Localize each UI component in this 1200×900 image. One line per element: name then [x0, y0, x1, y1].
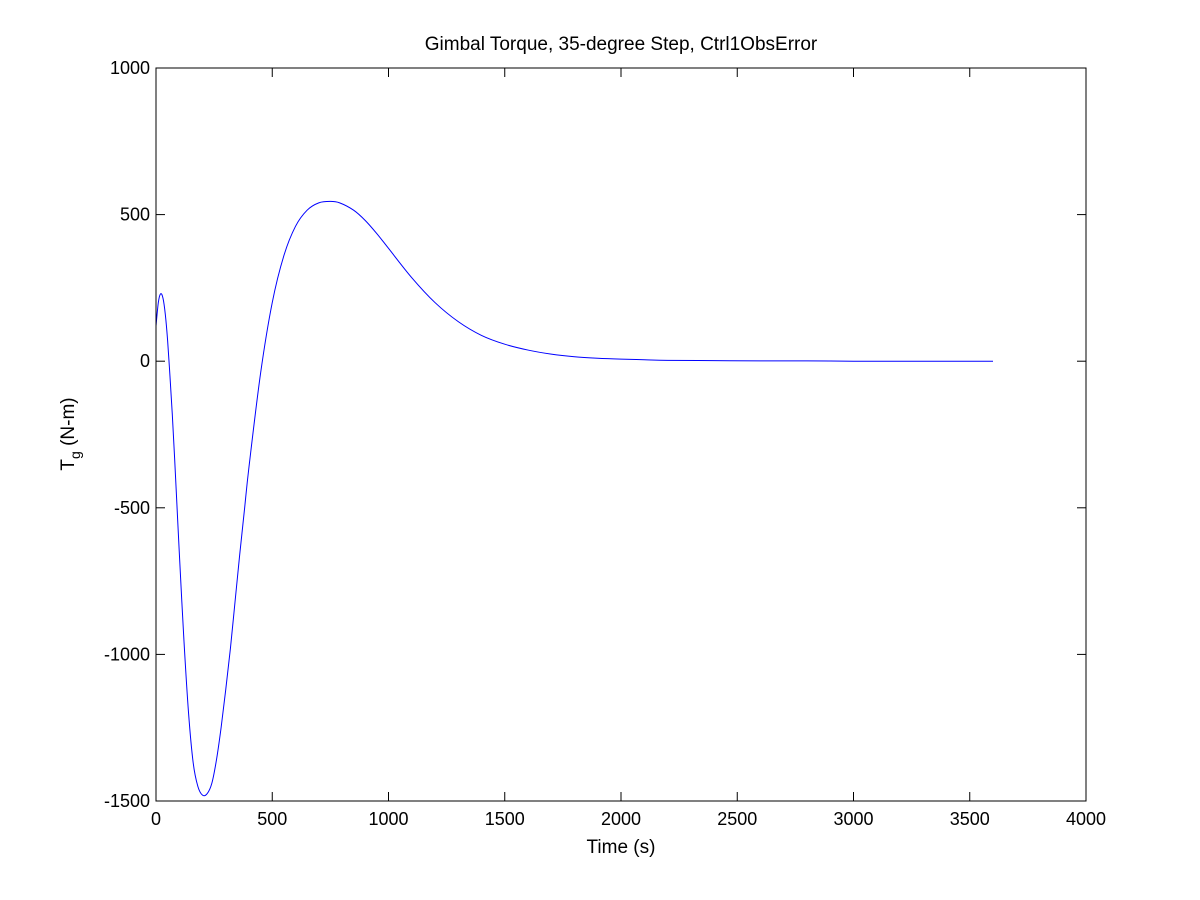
x-tick-label: 4000 — [1066, 809, 1106, 829]
axes-background — [156, 68, 1086, 801]
x-tick-label: 3000 — [833, 809, 873, 829]
axes-box — [155, 67, 1087, 802]
x-tick-label: 500 — [257, 809, 287, 829]
y-tick-label: -1500 — [104, 791, 150, 811]
y-axis-label-subscript: g — [67, 451, 83, 459]
x-tick-label: 2500 — [717, 809, 757, 829]
x-tick-label: 1000 — [368, 809, 408, 829]
series-line-0 — [155, 200, 993, 797]
x-axis-label: Time (s) — [587, 837, 656, 858]
x-tick-label: 1500 — [485, 809, 525, 829]
y-axis-label: Tg (N-m) — [58, 397, 83, 470]
chart-title: Gimbal Torque, 35-degree Step, Ctrl1ObsE… — [425, 34, 818, 55]
tick-layer: 0 500 1000 1500 2000 2500 3000 3500 4000 -1500 -10… — [104, 58, 1106, 829]
y-axis-label-units: (N-m) — [58, 397, 79, 451]
svg-text:Tg (N-m): Tg (N-m) — [58, 397, 83, 470]
series-layer — [155, 200, 993, 797]
plot-area: 0 500 1000 1500 2000 2500 3000 3500 4000 -1500 -10… — [104, 58, 1106, 829]
y-tick-label: 0 — [140, 351, 150, 371]
y-tick-label: 1000 — [110, 58, 150, 78]
x-tick-label: 3500 — [950, 809, 990, 829]
x-tick-label: 2000 — [601, 809, 641, 829]
y-tick-label: 500 — [120, 205, 150, 225]
y-tick-label: -500 — [114, 498, 150, 518]
y-axis-label-main: T — [58, 459, 79, 471]
y-tick-label: -1000 — [104, 644, 150, 664]
x-tick-label: 0 — [151, 809, 161, 829]
